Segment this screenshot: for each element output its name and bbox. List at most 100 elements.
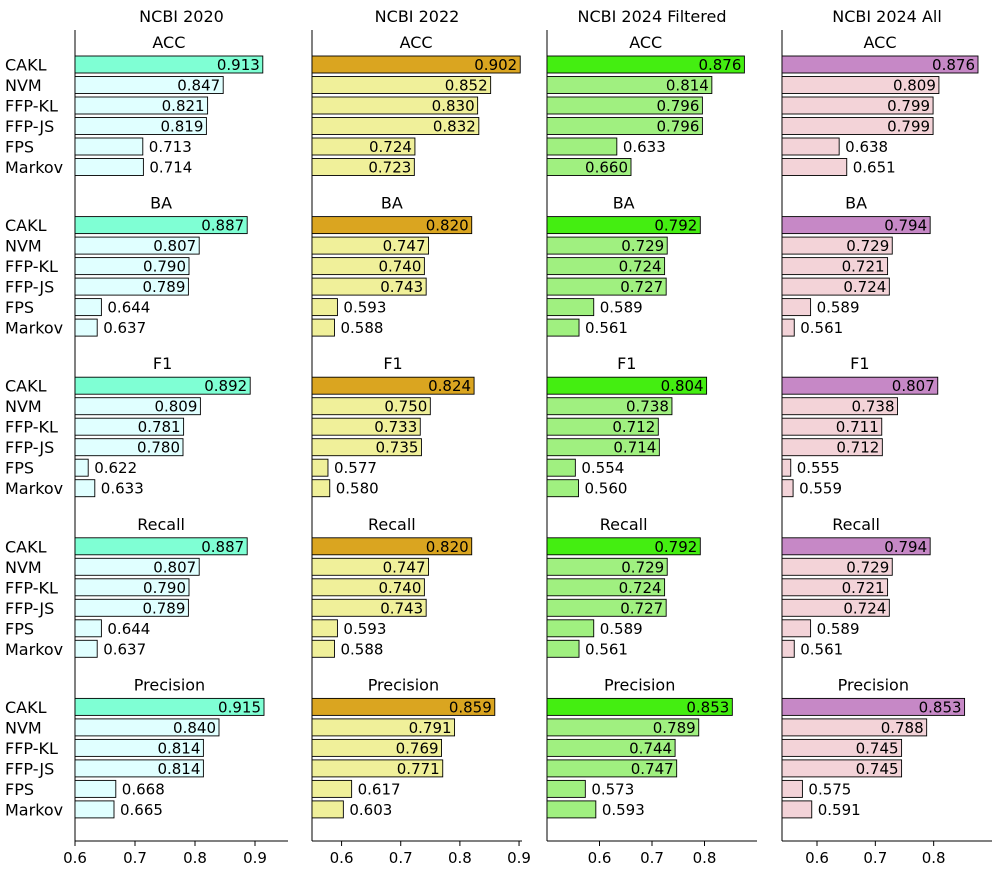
method-label-markov: Markov bbox=[5, 800, 63, 819]
bar-fps-ba bbox=[311, 298, 338, 317]
bar-value-label: 0.622 bbox=[94, 459, 137, 477]
bar-value-label: 0.644 bbox=[107, 620, 150, 638]
x-tick-label: 0.6 bbox=[330, 849, 354, 867]
bar-value-label: 0.789 bbox=[142, 599, 185, 617]
bar-fps-recall bbox=[546, 619, 595, 638]
bar-value-label: 0.729 bbox=[621, 237, 664, 255]
bar-ffp-js-acc bbox=[781, 117, 934, 135]
bar-value-label: 0.807 bbox=[153, 237, 196, 255]
bar-value-label: 0.580 bbox=[336, 480, 379, 498]
metric-title-acc: ACC bbox=[152, 33, 185, 52]
method-label-markov: Markov bbox=[5, 640, 63, 659]
x-tick-label: 0.7 bbox=[123, 849, 147, 867]
bar-value-label: 0.780 bbox=[137, 439, 180, 457]
bar-value-label: 0.735 bbox=[375, 439, 418, 457]
bar-value-label: 0.744 bbox=[629, 739, 672, 757]
bar-nvm-acc bbox=[74, 76, 224, 94]
bar-nvm-precision bbox=[311, 718, 456, 737]
bar-value-label: 0.771 bbox=[397, 760, 440, 778]
bar-fps-recall bbox=[74, 619, 102, 638]
bar-markov-f1 bbox=[311, 479, 331, 498]
metric-title-precision: Precision bbox=[368, 675, 439, 694]
bar-value-label: 0.807 bbox=[153, 558, 196, 576]
bar-cakl-acc bbox=[311, 55, 521, 74]
method-label-fps: FPS bbox=[5, 459, 34, 478]
bar-value-label: 0.727 bbox=[620, 599, 663, 617]
metric-title-f1: F1 bbox=[383, 354, 402, 373]
method-label-ffp-js: FFP-JS bbox=[5, 117, 54, 136]
method-label-cakl: CAKL bbox=[5, 56, 47, 75]
bar-nvm-ba bbox=[546, 236, 668, 255]
metric-title-f1: F1 bbox=[850, 354, 869, 373]
bar-ffp-js-f1 bbox=[781, 438, 883, 457]
bar-nvm-acc bbox=[311, 76, 492, 94]
bar-ffp-js-f1 bbox=[546, 438, 660, 457]
bar-ffp-kl-f1 bbox=[781, 417, 883, 436]
bar-markov-ba bbox=[546, 318, 580, 337]
bar-value-label: 0.790 bbox=[143, 258, 186, 276]
bar-ffp-kl-recall bbox=[311, 578, 425, 597]
method-label-ffp-kl: FFP-KL bbox=[5, 739, 58, 758]
bar-value-label: 0.821 bbox=[162, 97, 205, 115]
bar-cakl-f1 bbox=[74, 376, 251, 395]
bar-value-label: 0.796 bbox=[656, 118, 699, 136]
bar-cakl-f1 bbox=[311, 376, 475, 395]
metric-title-recall: Recall bbox=[600, 515, 648, 534]
bar-cakl-precision bbox=[781, 697, 966, 716]
bar-ffp-js-acc bbox=[546, 117, 703, 135]
bar-value-label: 0.638 bbox=[845, 138, 888, 156]
bar-ffp-kl-precision bbox=[781, 738, 903, 757]
bar-value-label: 0.738 bbox=[852, 398, 895, 416]
bar-value-label: 0.589 bbox=[817, 299, 860, 317]
bar-value-label: 0.814 bbox=[157, 760, 200, 778]
bar-fps-precision bbox=[74, 779, 117, 798]
method-label-ffp-js: FFP-JS bbox=[5, 759, 54, 778]
bar-cakl-f1 bbox=[546, 376, 708, 395]
bar-nvm-recall bbox=[74, 557, 200, 576]
bar-nvm-f1 bbox=[546, 397, 673, 416]
bar-fps-f1 bbox=[781, 458, 792, 477]
bar-ffp-kl-ba bbox=[74, 257, 190, 276]
bar-cakl-acc bbox=[781, 55, 979, 74]
bar-value-label: 0.796 bbox=[656, 97, 699, 115]
bar-ffp-js-recall bbox=[546, 598, 667, 617]
bar-fps-ba bbox=[781, 298, 812, 317]
bar-fps-f1 bbox=[74, 458, 89, 477]
method-label-ffp-js: FFP-JS bbox=[5, 278, 54, 297]
bar-fps-acc bbox=[781, 137, 840, 156]
bar-value-label: 0.651 bbox=[853, 159, 896, 177]
bar-value-label: 0.738 bbox=[626, 398, 669, 416]
bar-value-label: 0.724 bbox=[619, 579, 662, 597]
bar-value-label: 0.729 bbox=[621, 558, 664, 576]
bar-ffp-kl-recall bbox=[546, 578, 666, 597]
bar-ffp-js-f1 bbox=[311, 438, 422, 457]
bar-nvm-recall bbox=[546, 557, 668, 576]
bar-value-label: 0.804 bbox=[661, 377, 704, 395]
bar-value-label: 0.876 bbox=[932, 56, 975, 74]
bar-value-label: 0.729 bbox=[846, 558, 889, 576]
bar-value-label: 0.711 bbox=[836, 418, 879, 436]
bar-value-label: 0.555 bbox=[797, 459, 840, 477]
metric-title-ba: BA bbox=[381, 194, 403, 213]
bar-nvm-recall bbox=[781, 557, 893, 576]
method-label-nvm: NVM bbox=[5, 558, 42, 577]
method-label-markov: Markov bbox=[5, 158, 63, 177]
bar-value-label: 0.589 bbox=[817, 620, 860, 638]
bar-value-label: 0.724 bbox=[843, 599, 886, 617]
bar-nvm-recall bbox=[311, 557, 429, 576]
metric-title-acc: ACC bbox=[863, 33, 896, 52]
bar-ffp-kl-acc bbox=[546, 96, 703, 115]
bar-ffp-js-precision bbox=[546, 759, 678, 778]
bar-value-label: 0.788 bbox=[881, 719, 924, 737]
bar-ffp-js-precision bbox=[311, 759, 444, 778]
bar-fps-precision bbox=[781, 779, 803, 798]
bar-value-label: 0.593 bbox=[343, 299, 386, 317]
bar-value-label: 0.799 bbox=[887, 97, 930, 115]
bar-value-label: 0.740 bbox=[378, 579, 421, 597]
method-label-fps: FPS bbox=[5, 298, 34, 317]
x-tick-label: 0.6 bbox=[63, 849, 87, 867]
bar-value-label: 0.809 bbox=[893, 77, 936, 95]
bar-value-label: 0.589 bbox=[600, 299, 643, 317]
bar-value-label: 0.721 bbox=[842, 579, 885, 597]
bar-value-label: 0.830 bbox=[432, 97, 475, 115]
